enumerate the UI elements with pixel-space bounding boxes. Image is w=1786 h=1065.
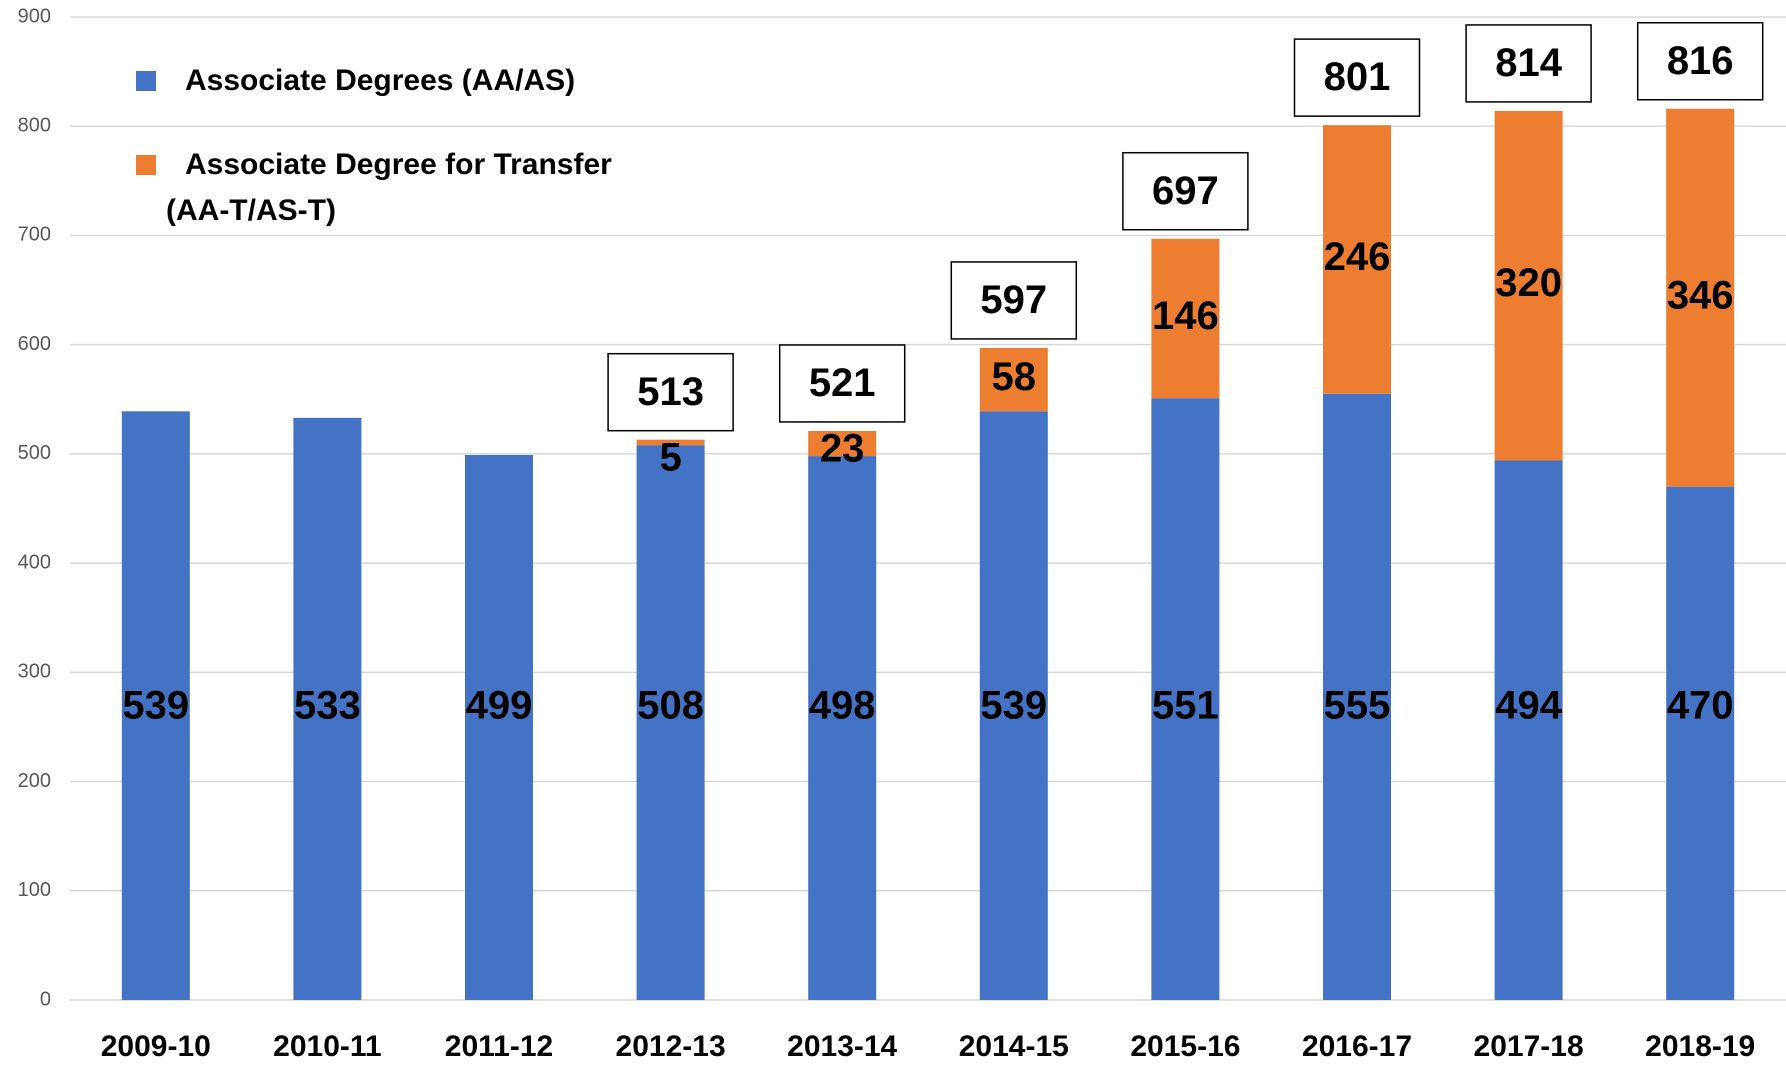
- data-label: 539: [980, 684, 1047, 728]
- bar-segment: [979, 411, 1048, 1000]
- bar-segment: [1151, 398, 1220, 1000]
- y-tick-label: 700: [18, 224, 51, 246]
- bar-segment: [1666, 486, 1735, 1001]
- bar-segment: [1666, 108, 1735, 487]
- total-label: 801: [1324, 55, 1391, 99]
- bar-segment: [465, 454, 533, 1001]
- x-tick-label: 2010-11: [273, 1030, 381, 1063]
- y-tick-label: 300: [18, 661, 51, 683]
- x-tick-label: 2012-13: [616, 1030, 726, 1063]
- total-box: [950, 261, 1078, 340]
- bar-segment: [1323, 125, 1391, 394]
- x-tick-label: 2014-15: [959, 1030, 1069, 1063]
- x-tick-label: 2011-12: [445, 1030, 553, 1063]
- data-label: 470: [1667, 684, 1734, 728]
- data-label: 539: [122, 684, 189, 728]
- y-tick-label: 0: [40, 988, 51, 1010]
- bar-segment: [121, 411, 190, 1000]
- y-tick-label: 900: [18, 5, 51, 27]
- x-tick-label: 2015-16: [1130, 1030, 1240, 1063]
- total-box: [778, 344, 906, 423]
- bar-segment: [979, 347, 1048, 412]
- y-tick-label: 100: [18, 879, 51, 901]
- data-label: 499: [466, 684, 533, 728]
- data-label: 494: [1495, 684, 1562, 728]
- total-label: 697: [1152, 169, 1219, 213]
- total-box: [607, 352, 734, 432]
- legend-label: Associate Degree for Transfer (AA-T/AS-T…: [166, 148, 612, 227]
- bar-segment: [808, 430, 877, 457]
- data-label: 346: [1667, 273, 1734, 317]
- bar-segment: [636, 445, 705, 1000]
- total-label: 597: [980, 278, 1047, 322]
- total-box: [1636, 21, 1764, 101]
- x-tick-label: 2009-10: [101, 1030, 211, 1063]
- total-box: [1465, 24, 1592, 103]
- bar-segment: [1494, 110, 1563, 461]
- bar-segment: [1151, 238, 1220, 399]
- x-tick-label: 2016-17: [1302, 1030, 1412, 1063]
- legend-swatch: [136, 155, 156, 175]
- data-label: 533: [294, 684, 361, 728]
- total-box: [1293, 38, 1421, 117]
- x-tick-label: 2017-18: [1474, 1030, 1584, 1063]
- legend-label: Associate Degrees (AA/AS): [185, 64, 576, 97]
- data-label: 58: [992, 355, 1037, 399]
- legend-swatch: [136, 71, 156, 91]
- data-label: 508: [637, 684, 704, 728]
- y-tick-label: 400: [18, 551, 51, 573]
- y-tick-label: 800: [18, 115, 51, 137]
- total-label: 816: [1667, 39, 1734, 83]
- y-tick-label: 600: [18, 333, 51, 355]
- bar-segment: [1494, 460, 1563, 1000]
- x-tick-label: 2018-19: [1645, 1030, 1755, 1063]
- bar-segment: [636, 439, 705, 446]
- y-tick-label: 200: [18, 770, 51, 792]
- data-label: 555: [1324, 684, 1391, 728]
- data-label: 23: [820, 427, 865, 471]
- data-label: 320: [1495, 261, 1562, 305]
- bar-segment: [1323, 393, 1391, 1001]
- total-box: [1122, 151, 1249, 231]
- data-label: 246: [1324, 235, 1391, 279]
- bar-segment: [808, 456, 877, 1000]
- data-label: 551: [1152, 684, 1219, 728]
- data-label: 5: [659, 435, 681, 479]
- y-tick-label: 500: [18, 442, 51, 464]
- total-label: 513: [637, 370, 704, 414]
- bar-segment: [293, 417, 362, 1000]
- x-tick-label: 2013-14: [787, 1030, 897, 1063]
- data-label: 498: [809, 684, 876, 728]
- total-label: 521: [809, 361, 876, 405]
- data-label: 146: [1152, 294, 1219, 338]
- total-label: 814: [1495, 41, 1562, 85]
